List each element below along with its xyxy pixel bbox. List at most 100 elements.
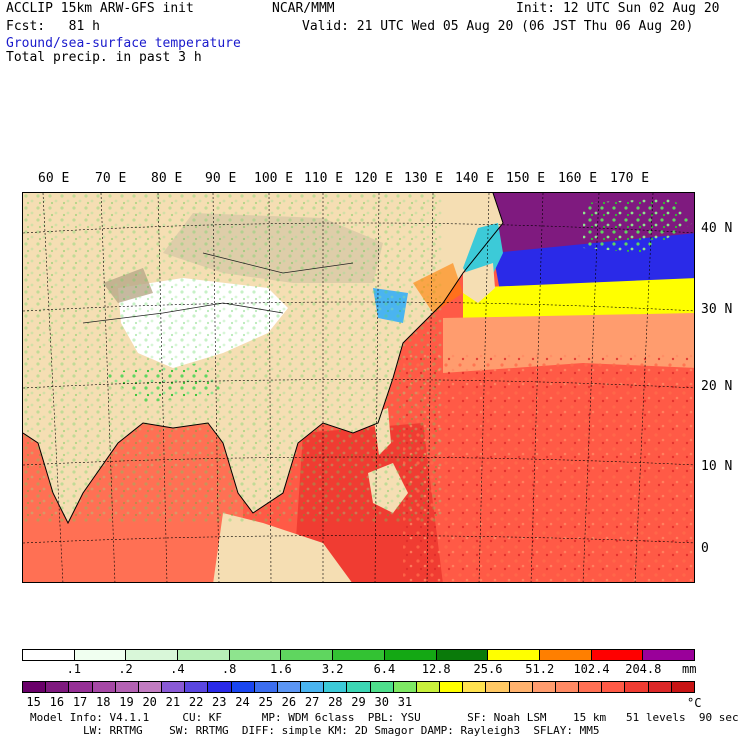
latitude-label: 10 N — [701, 459, 733, 474]
colorbar-swatch — [579, 682, 603, 692]
colorbar-swatch — [384, 650, 437, 660]
longitude-label: 90 E — [205, 171, 237, 186]
precip-north-pacific — [583, 198, 693, 253]
colorbar-swatch — [23, 650, 75, 660]
init-time: Init: 12 UTC Sun 02 Aug 20 — [516, 1, 720, 16]
colorbar-swatch — [46, 682, 70, 692]
precip-unit: mm — [682, 662, 697, 676]
colorbar-swatch — [416, 682, 441, 692]
colorbar-swatch — [333, 650, 385, 660]
colorbar-tick-label: 20 — [142, 695, 157, 709]
longitude-label: 80 E — [151, 171, 183, 186]
colorbar-swatch — [347, 682, 371, 692]
colorbar-tick-label: 28 — [328, 695, 343, 709]
country-borders — [82, 252, 354, 324]
model-title: ACCLIP 15km ARW-GFS init — [6, 1, 194, 16]
precip-colorbar — [22, 649, 695, 661]
weather-map — [22, 192, 695, 583]
longitude-label: 60 E — [38, 171, 70, 186]
colorbar-swatch — [281, 650, 334, 660]
colorbar-tick-label: 1.6 — [270, 662, 292, 676]
colorbar-swatch — [436, 650, 489, 660]
colorbar-swatch — [23, 682, 47, 692]
colorbar-tick-label: 17 — [72, 695, 88, 709]
longitude-label: 150 E — [506, 171, 546, 186]
latitude-label: 0 — [701, 541, 709, 556]
convective-specks — [403, 353, 694, 582]
colorbar-swatch — [555, 682, 580, 692]
colorbar-swatch — [370, 682, 394, 692]
colorbar-tick-label: 204.8 — [625, 662, 662, 676]
colorbar-swatch — [509, 682, 533, 692]
colorbar-swatch — [229, 650, 282, 660]
model-info-line2: LW: RRTMG SW: RRTMG DIFF: simple KM: 2D … — [30, 724, 600, 737]
longitude-label: 70 E — [95, 171, 127, 186]
temperature-colorbar — [22, 681, 695, 693]
colorbar-swatch — [178, 650, 230, 660]
colorbar-swatch — [602, 682, 626, 692]
colorbar-swatch — [254, 682, 278, 692]
colorbar-swatch — [231, 682, 255, 692]
colorbar-swatch — [92, 682, 116, 692]
longitude-label: 140 E — [455, 171, 495, 186]
colorbar-tick-label: 26 — [281, 695, 297, 709]
colorbar-swatch — [648, 682, 672, 692]
precip-monsoon-india — [103, 363, 223, 403]
longitude-label: 110 E — [304, 171, 344, 186]
colorbar-tick-label: 29 — [351, 695, 366, 709]
colorbar-swatch — [671, 682, 694, 692]
forecast-hour: Fcst: 81 h — [6, 19, 100, 34]
colorbar-swatch — [591, 650, 644, 660]
colorbar-tick-label: .2 — [118, 662, 133, 676]
colorbar-swatch — [539, 650, 592, 660]
field-label-sst: Ground/sea-surface temperature — [6, 36, 241, 51]
longitude-label: 170 E — [610, 171, 650, 186]
colorbar-swatch — [393, 682, 417, 692]
latitude-label: 40 N — [701, 221, 733, 236]
colorbar-tick-label: 21 — [165, 695, 181, 709]
colorbar-swatch — [74, 650, 127, 660]
precip-light — [23, 193, 443, 523]
colorbar-swatch — [162, 682, 186, 692]
colorbar-tick-label: 30 — [374, 695, 389, 709]
colorbar-swatch — [440, 682, 464, 692]
colorbar-tick-label: 31 — [397, 695, 413, 709]
map-canvas — [23, 193, 694, 582]
colorbar-swatch — [185, 682, 209, 692]
colorbar-swatch — [643, 650, 694, 660]
colorbar-tick-label: 51.2 — [525, 662, 555, 676]
colorbar-swatch — [138, 682, 163, 692]
colorbar-swatch — [625, 682, 649, 692]
colorbar-swatch — [532, 682, 556, 692]
maritime-land — [213, 513, 352, 582]
colorbar-swatch — [115, 682, 139, 692]
colorbar-swatch — [277, 682, 302, 692]
colorbar-tick-label: 102.4 — [573, 662, 610, 676]
colorbar-tick-label: .4 — [170, 662, 185, 676]
colorbar-tick-label: .8 — [221, 662, 237, 676]
colorbar-tick-label: 19 — [119, 695, 134, 709]
colorbar-swatch — [486, 682, 510, 692]
colorbar-tick-label: .1 — [66, 662, 82, 676]
colorbar-tick-label: 22 — [188, 695, 204, 709]
colorbar-tick-label: 6.4 — [373, 662, 396, 676]
colorbar-tick-label: 23 — [212, 695, 227, 709]
colorbar-swatch — [126, 650, 179, 660]
colorbar-swatch — [301, 682, 325, 692]
precip-heavy-korea — [413, 263, 463, 313]
field-label-precip: Total precip. in past 3 h — [6, 50, 202, 65]
latitude-label: 30 N — [701, 302, 733, 317]
coastline — [23, 193, 504, 525]
longitude-label: 160 E — [558, 171, 598, 186]
model-info-line1: Model Info: V4.1.1 CU: KF MP: WDM 6class… — [30, 711, 739, 724]
valid-time: Valid: 21 UTC Wed 05 Aug 20 (06 JST Thu … — [302, 19, 694, 34]
colorbar-tick-label: 25.6 — [473, 662, 503, 676]
colorbar-swatch — [488, 650, 540, 660]
colorbar-swatch — [69, 682, 93, 692]
institution-label: NCAR/MMM — [272, 1, 335, 16]
colorbar-tick-label: 25 — [258, 695, 273, 709]
latitude-label: 20 N — [701, 379, 733, 394]
temperature-unit: °C — [687, 696, 702, 710]
colorbar-tick-label: 15 — [26, 695, 41, 709]
graticule — [23, 193, 694, 582]
